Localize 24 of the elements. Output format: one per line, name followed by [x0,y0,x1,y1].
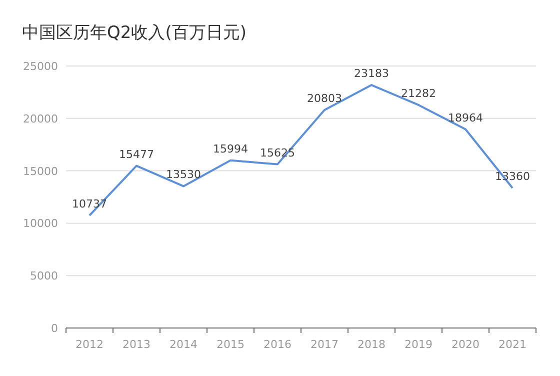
x-tick-label: 2012 [76,338,104,351]
data-label: 15477 [119,148,154,161]
x-tick-label: 2015 [216,338,244,351]
y-tick-label: 10000 [23,217,58,230]
x-tick-label: 2014 [170,338,198,351]
data-label: 15994 [213,142,248,156]
x-tick-label: 2017 [310,338,338,351]
x-tick-label: 2018 [358,338,386,351]
x-tick-label: 2021 [498,338,526,351]
chart-title: 中国区历年Q2收入(百万日元) [22,23,246,43]
x-tick-label: 2020 [452,338,480,351]
data-label: 13530 [166,168,201,182]
data-label: 20803 [307,92,342,105]
x-tick-label: 2019 [404,338,432,351]
data-label: 21282 [401,86,436,100]
y-tick-label: 25000 [23,60,58,73]
y-tick-label: 0 [51,322,58,335]
data-label: 23183 [354,67,389,80]
y-tick-label: 5000 [30,270,58,283]
x-tick-label: 2013 [122,338,150,351]
x-tick-label: 2016 [264,338,292,351]
data-label: 18964 [448,111,483,124]
y-tick-label: 20000 [23,112,58,126]
y-tick-label: 15000 [23,164,58,178]
